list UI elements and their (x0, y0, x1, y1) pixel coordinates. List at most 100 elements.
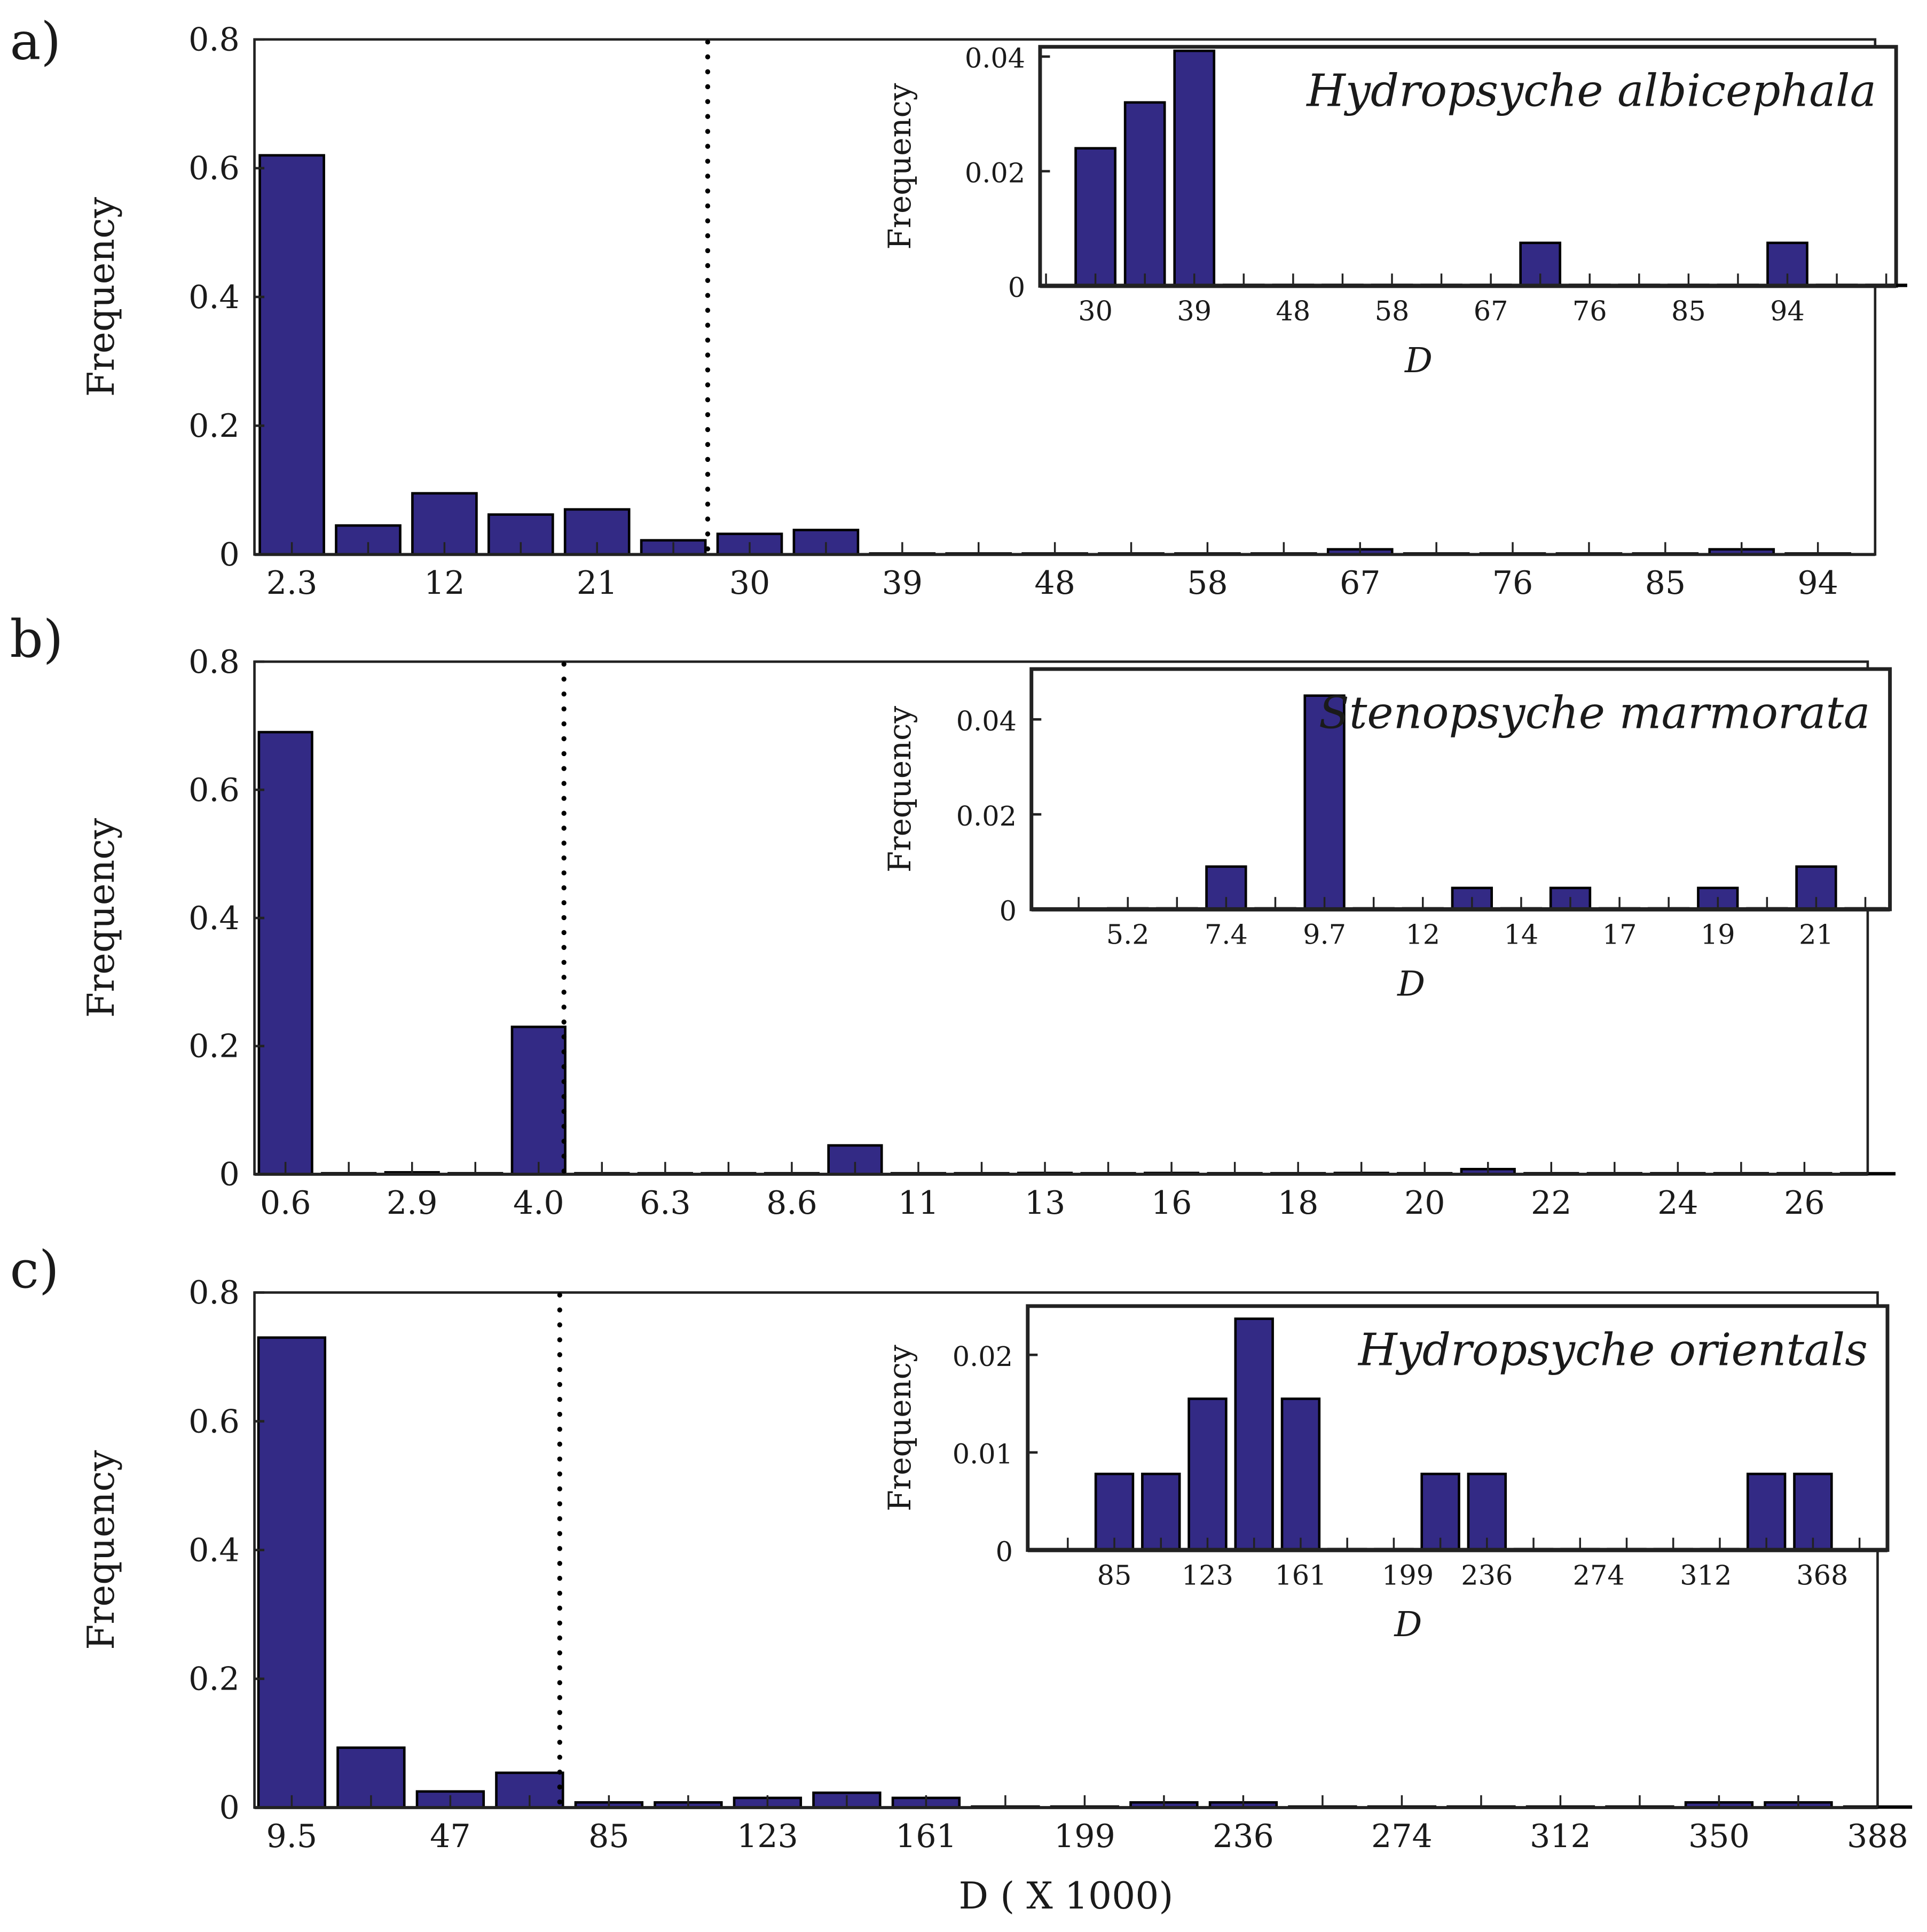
y-axis-label: Frequency (80, 197, 123, 397)
y-tick-label: 0.01 (953, 1439, 1013, 1470)
panel-label: a) (10, 11, 61, 72)
x-tick-label: 30 (729, 564, 770, 602)
x-tick-label: 16 (1151, 1184, 1192, 1222)
x-tick-label: 19 (1701, 919, 1735, 951)
x-tick-label: 274 (1573, 1559, 1625, 1591)
x-tick-label: 12 (424, 564, 465, 602)
x-tick-label: 20 (1404, 1184, 1445, 1222)
x-tick-label: 2.9 (387, 1184, 438, 1222)
x-tick-label: 67 (1340, 564, 1381, 602)
x-tick-label: 11 (898, 1184, 939, 1222)
x-tick-label: 85 (1645, 564, 1686, 602)
c-inset-chart: 0 0.01 0.02 85 123 161 199 236 274 312 368 Frequenc… (882, 1304, 1890, 1645)
y-tick-label: 0.8 (188, 1274, 240, 1311)
bar (257, 1336, 327, 1809)
x-tick-label: 0.6 (260, 1184, 311, 1222)
y-tick-label: 0 (1008, 272, 1025, 303)
bar (1280, 1397, 1321, 1552)
y-axis-label: Frequency (882, 1345, 918, 1511)
y-tick-label: 0.2 (188, 1028, 240, 1065)
bar (1141, 1472, 1181, 1552)
x-tick-label: 8.6 (766, 1184, 817, 1222)
x-tick-label: 368 (1796, 1559, 1848, 1591)
species-name: Stenopsyche marmorata (1319, 687, 1870, 739)
x-tick-label: 388 (1847, 1818, 1908, 1855)
x-tick-label: 123 (737, 1818, 798, 1855)
x-tick-label: 47 (430, 1818, 471, 1855)
x-tick-label: 22 (1531, 1184, 1572, 1222)
y-axis-label: Frequency (882, 706, 918, 873)
y-tick-label: 0.2 (188, 407, 240, 445)
panel-label: c) (10, 1239, 59, 1300)
x-tick-label: 76 (1572, 295, 1607, 327)
x-tick-label: 7.4 (1205, 919, 1248, 951)
b-inset-chart: 0 0.02 0.04 5.2 7.4 9.7 12 14 17 19 21 Frequency D St… (882, 667, 1892, 1004)
y-tick-label: 0 (219, 1789, 240, 1827)
x-tick-label: 14 (1504, 919, 1539, 951)
y-tick-label: 0 (219, 1156, 240, 1193)
x-tick-label: 274 (1371, 1818, 1433, 1855)
x-tick-label: 236 (1213, 1818, 1274, 1855)
bar (1467, 1472, 1507, 1552)
bar (1173, 49, 1216, 287)
y-tick-label: 0.6 (188, 772, 240, 809)
x-tick-label: 85 (1097, 1559, 1132, 1591)
panel-label: b) (10, 609, 64, 669)
x-tick-label: 39 (882, 564, 923, 602)
x-tick-label: 236 (1461, 1559, 1513, 1591)
x-tick-label: 9.7 (1303, 919, 1346, 951)
x-tick-label: 199 (1054, 1818, 1115, 1855)
x-axis-label: D (1397, 964, 1425, 1004)
species-name: Hydropsyche orientals (1357, 1324, 1868, 1376)
species-name: Hydropsyche albicephala (1305, 65, 1876, 117)
y-tick-label: 0 (1000, 896, 1017, 927)
x-tick-label: 350 (1688, 1818, 1750, 1855)
y-tick-label: 0.04 (965, 43, 1025, 74)
x-tick-label: 48 (1276, 295, 1310, 327)
x-tick-label: 9.5 (266, 1818, 318, 1855)
bar (1123, 101, 1166, 287)
a-inset-chart: 0 0.02 0.04 30 39 48 58 67 76 85 94 Frequency D Hydro… (882, 43, 1907, 381)
x-axis-label: D ( X 1000) (959, 1875, 1174, 1918)
y-tick-label: 0.6 (188, 150, 240, 187)
x-tick-label: 58 (1187, 564, 1228, 602)
x-tick-label: 58 (1375, 295, 1410, 327)
x-tick-label: 6.3 (640, 1184, 691, 1222)
x-tick-label: 30 (1078, 295, 1113, 327)
x-tick-label: 76 (1492, 564, 1533, 602)
y-axis-label: Frequency (882, 83, 918, 249)
y-tick-label: 0.8 (188, 643, 240, 681)
bar (1303, 694, 1346, 911)
bar (258, 154, 325, 556)
x-axis-label: D (1394, 1605, 1422, 1645)
bar (1746, 1472, 1787, 1552)
x-tick-label: 4.0 (513, 1184, 564, 1222)
y-axis-label: Frequency (80, 818, 123, 1018)
y-tick-label: 0 (219, 536, 240, 574)
y-tick-label: 0.4 (188, 900, 240, 937)
y-tick-label: 0.02 (953, 1341, 1013, 1372)
x-axis-label: D (1404, 341, 1433, 381)
y-tick-label: 0.4 (188, 279, 240, 316)
x-tick-label: 21 (1799, 919, 1834, 951)
x-tick-label: 85 (588, 1818, 630, 1855)
x-tick-label: 48 (1034, 564, 1075, 602)
y-tick-label: 0.2 (188, 1661, 240, 1698)
x-tick-label: 18 (1278, 1184, 1319, 1222)
bar (1234, 1317, 1274, 1552)
bar (510, 1025, 567, 1176)
x-tick-label: 123 (1182, 1559, 1233, 1591)
x-tick-label: 5.2 (1106, 919, 1150, 951)
x-tick-label: 85 (1671, 295, 1706, 327)
y-axis-label: Frequency (80, 1450, 123, 1650)
y-tick-label: 0.8 (188, 21, 240, 59)
x-tick-label: 94 (1797, 564, 1838, 602)
x-tick-label: 17 (1602, 919, 1637, 951)
y-tick-label: 0.02 (965, 157, 1025, 189)
x-tick-label: 13 (1025, 1184, 1066, 1222)
x-tick-label: 94 (1770, 295, 1805, 327)
bar (257, 731, 313, 1176)
x-tick-label: 24 (1657, 1184, 1698, 1222)
x-tick-label: 312 (1530, 1818, 1591, 1855)
